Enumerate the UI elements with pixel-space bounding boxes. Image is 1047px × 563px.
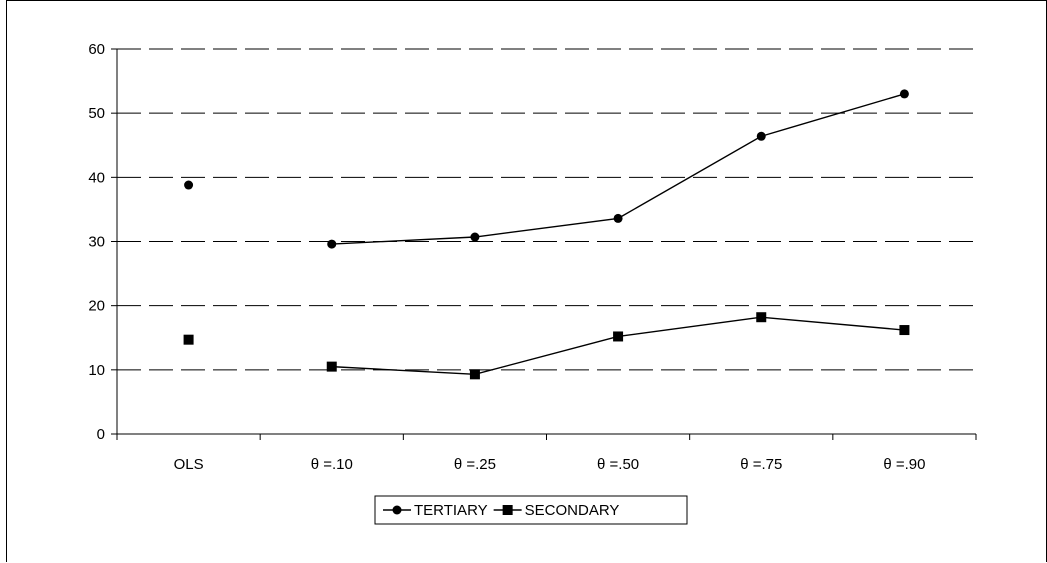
point-secondary-0 xyxy=(183,334,194,345)
y-tick-label-20: 20 xyxy=(88,298,105,315)
y-tick-label-40: 40 xyxy=(88,169,105,186)
point-secondary-4 xyxy=(756,312,767,323)
series-line-secondary xyxy=(331,316,905,376)
legend-label-tertiary: TERTIARY xyxy=(414,502,488,519)
legend-label-secondary: SECONDARY xyxy=(525,502,620,519)
legend-box xyxy=(374,495,688,525)
series-tertiary xyxy=(184,89,909,249)
point-secondary-3 xyxy=(613,331,624,342)
x-tick-label-1: θ =.10 xyxy=(311,456,353,473)
legend: TERTIARY SECONDARY xyxy=(374,495,688,525)
point-tertiary-3 xyxy=(613,213,623,223)
y-tick-label-30: 30 xyxy=(88,234,105,251)
y-tick-label-0: 0 xyxy=(97,426,105,443)
series-secondary xyxy=(183,312,910,380)
point-tertiary-1 xyxy=(327,239,337,249)
y-tick-label-10: 10 xyxy=(88,362,105,379)
point-secondary-5 xyxy=(899,325,910,336)
point-secondary-1 xyxy=(326,361,337,372)
axes xyxy=(111,48,977,440)
legend-marker-tertiary xyxy=(392,505,402,515)
point-tertiary-2 xyxy=(470,232,480,242)
x-tick-label-5: θ =.90 xyxy=(883,456,925,473)
legend-marker-secondary xyxy=(502,505,513,515)
gridlines xyxy=(117,48,976,371)
y-tick-labels: 0 10 20 30 40 50 60 xyxy=(88,41,105,443)
point-tertiary-4 xyxy=(756,131,766,141)
x-tick-label-4: θ =.75 xyxy=(740,456,782,473)
x-tick-label-3: θ =.50 xyxy=(597,456,639,473)
chart-frame: 0 10 20 30 40 50 60 OLS θ =.10 θ =.25 θ =.50 θ =.7… xyxy=(6,0,1047,562)
y-tick-label-50: 50 xyxy=(88,105,105,122)
x-tick-label-0: OLS xyxy=(174,456,204,473)
series xyxy=(183,89,910,380)
point-tertiary-0 xyxy=(184,180,194,190)
x-tick-label-2: θ =.25 xyxy=(454,456,496,473)
chart-svg: 0 10 20 30 40 50 60 OLS θ =.10 θ =.25 θ =.50 θ =.7… xyxy=(88,41,977,525)
point-tertiary-5 xyxy=(899,89,909,99)
x-tick-labels: OLS θ =.10 θ =.25 θ =.50 θ =.75 θ =.90 xyxy=(174,456,926,473)
point-secondary-2 xyxy=(469,369,480,380)
y-tick-label-60: 60 xyxy=(88,41,105,58)
